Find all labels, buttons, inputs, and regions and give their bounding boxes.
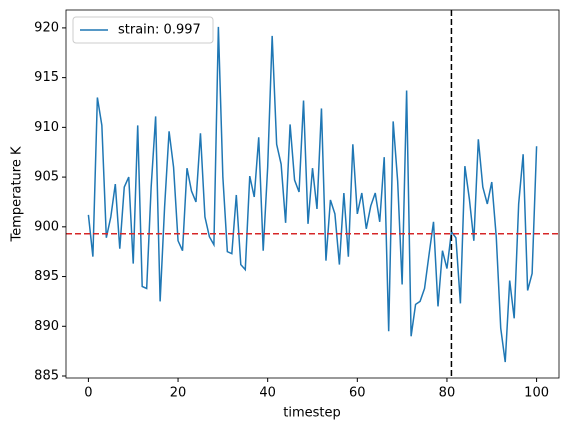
- x-tick-label: 100: [524, 386, 549, 401]
- y-axis-label: Temperature K: [10, 146, 25, 242]
- y-tick-label: 910: [34, 120, 59, 135]
- legend-box: [72, 16, 214, 44]
- y-tick-label: 915: [34, 70, 59, 85]
- axes-frame: [65, 9, 560, 379]
- y-tick-label: 900: [34, 219, 59, 234]
- y-tick-label: 905: [34, 170, 59, 185]
- x-tick-label: 0: [84, 386, 92, 401]
- legend-label: strain: 0.997: [118, 23, 201, 38]
- x-tick-label: 80: [439, 386, 456, 401]
- x-axis-label: timestep: [283, 406, 341, 421]
- y-tick-label: 895: [34, 269, 59, 284]
- x-tick-label: 60: [349, 386, 366, 401]
- y-tick-label: 920: [34, 20, 59, 35]
- x-tick-label: 20: [170, 386, 187, 401]
- y-tick-label: 885: [34, 369, 59, 384]
- data-line: [87, 26, 538, 363]
- y-tick-label: 890: [34, 319, 59, 334]
- x-tick-label: 40: [259, 386, 276, 401]
